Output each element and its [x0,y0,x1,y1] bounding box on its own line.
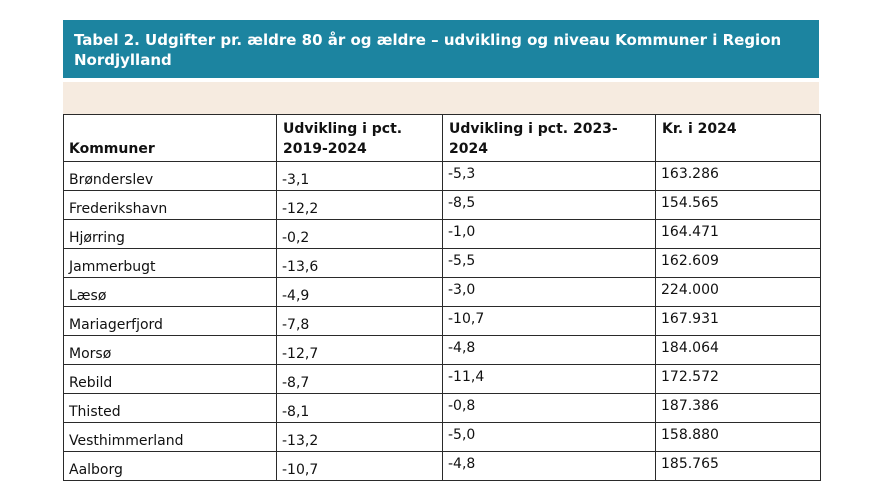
cell-kommune: Aalborg [63,451,277,481]
cell-dev-2023-2024: -4,8 [442,451,656,481]
table-row: Mariagerfjord -7,8 -10,7 167.931 [63,306,821,336]
cell-dev-2023-2024: -10,7 [442,306,656,336]
table-row: Vesthimmerland -13,2 -5,0 158.880 [63,422,821,452]
cell-kr-2024: 163.286 [655,161,821,191]
cell-kr-2024: 184.064 [655,335,821,365]
cell-kr-2024: 172.572 [655,364,821,394]
header-kommuner: Kommuner [63,114,277,162]
cell-dev-2019-2024: -13,2 [276,422,443,452]
cell-kommune: Hjørring [63,219,277,249]
cell-kr-2024: 164.471 [655,219,821,249]
cell-dev-2023-2024: -11,4 [442,364,656,394]
cell-kommune: Morsø [63,335,277,365]
cell-kr-2024: 185.765 [655,451,821,481]
cell-dev-2019-2024: -8,1 [276,393,443,423]
cell-kommune: Frederikshavn [63,190,277,220]
cell-kommune: Brønderslev [63,161,277,191]
table-row: Brønderslev -3,1 -5,3 163.286 [63,161,821,191]
cell-dev-2019-2024: -4,9 [276,277,443,307]
title-spacer-band [63,82,819,115]
cell-dev-2019-2024: -0,2 [276,219,443,249]
cell-dev-2019-2024: -7,8 [276,306,443,336]
cell-dev-2023-2024: -1,0 [442,219,656,249]
header-dev-2023-2024: Udvikling i pct. 2023-2024 [442,114,656,162]
cell-kr-2024: 187.386 [655,393,821,423]
cell-dev-2019-2024: -13,6 [276,248,443,278]
table-title: Tabel 2. Udgifter pr. ældre 80 år og æld… [63,20,819,78]
cell-dev-2019-2024: -3,1 [276,161,443,191]
table-row: Læsø -4,9 -3,0 224.000 [63,277,821,307]
cell-kommune: Rebild [63,364,277,394]
cell-kommune: Jammerbugt [63,248,277,278]
header-kr-2024: Kr. i 2024 [655,114,821,162]
table-row: Aalborg -10,7 -4,8 185.765 [63,451,821,481]
cell-dev-2023-2024: -8,5 [442,190,656,220]
cell-dev-2023-2024: -5,5 [442,248,656,278]
cell-kommune: Vesthimmerland [63,422,277,452]
cell-kommune: Mariagerfjord [63,306,277,336]
cell-dev-2023-2024: -3,0 [442,277,656,307]
cell-kommune: Thisted [63,393,277,423]
cell-dev-2019-2024: -12,7 [276,335,443,365]
cell-kr-2024: 158.880 [655,422,821,452]
header-dev-2019-2024: Udvikling i pct. 2019-2024 [276,114,443,162]
cell-kr-2024: 167.931 [655,306,821,336]
cell-kr-2024: 162.609 [655,248,821,278]
cell-kr-2024: 224.000 [655,277,821,307]
cell-kr-2024: 154.565 [655,190,821,220]
cell-dev-2023-2024: -5,0 [442,422,656,452]
cell-dev-2019-2024: -8,7 [276,364,443,394]
cell-dev-2023-2024: -0,8 [442,393,656,423]
table-header-row: Kommuner Udvikling i pct. 2019-2024 Udvi… [63,114,821,162]
cell-dev-2023-2024: -5,3 [442,161,656,191]
cell-kommune: Læsø [63,277,277,307]
table-row: Frederikshavn -12,2 -8,5 154.565 [63,190,821,220]
table-row: Morsø -12,7 -4,8 184.064 [63,335,821,365]
cell-dev-2019-2024: -10,7 [276,451,443,481]
cell-dev-2023-2024: -4,8 [442,335,656,365]
expenditure-table: Kommuner Udvikling i pct. 2019-2024 Udvi… [63,114,821,481]
table-row: Rebild -8,7 -11,4 172.572 [63,364,821,394]
table-row: Jammerbugt -13,6 -5,5 162.609 [63,248,821,278]
cell-dev-2019-2024: -12,2 [276,190,443,220]
table-row: Hjørring -0,2 -1,0 164.471 [63,219,821,249]
table-row: Thisted -8,1 -0,8 187.386 [63,393,821,423]
